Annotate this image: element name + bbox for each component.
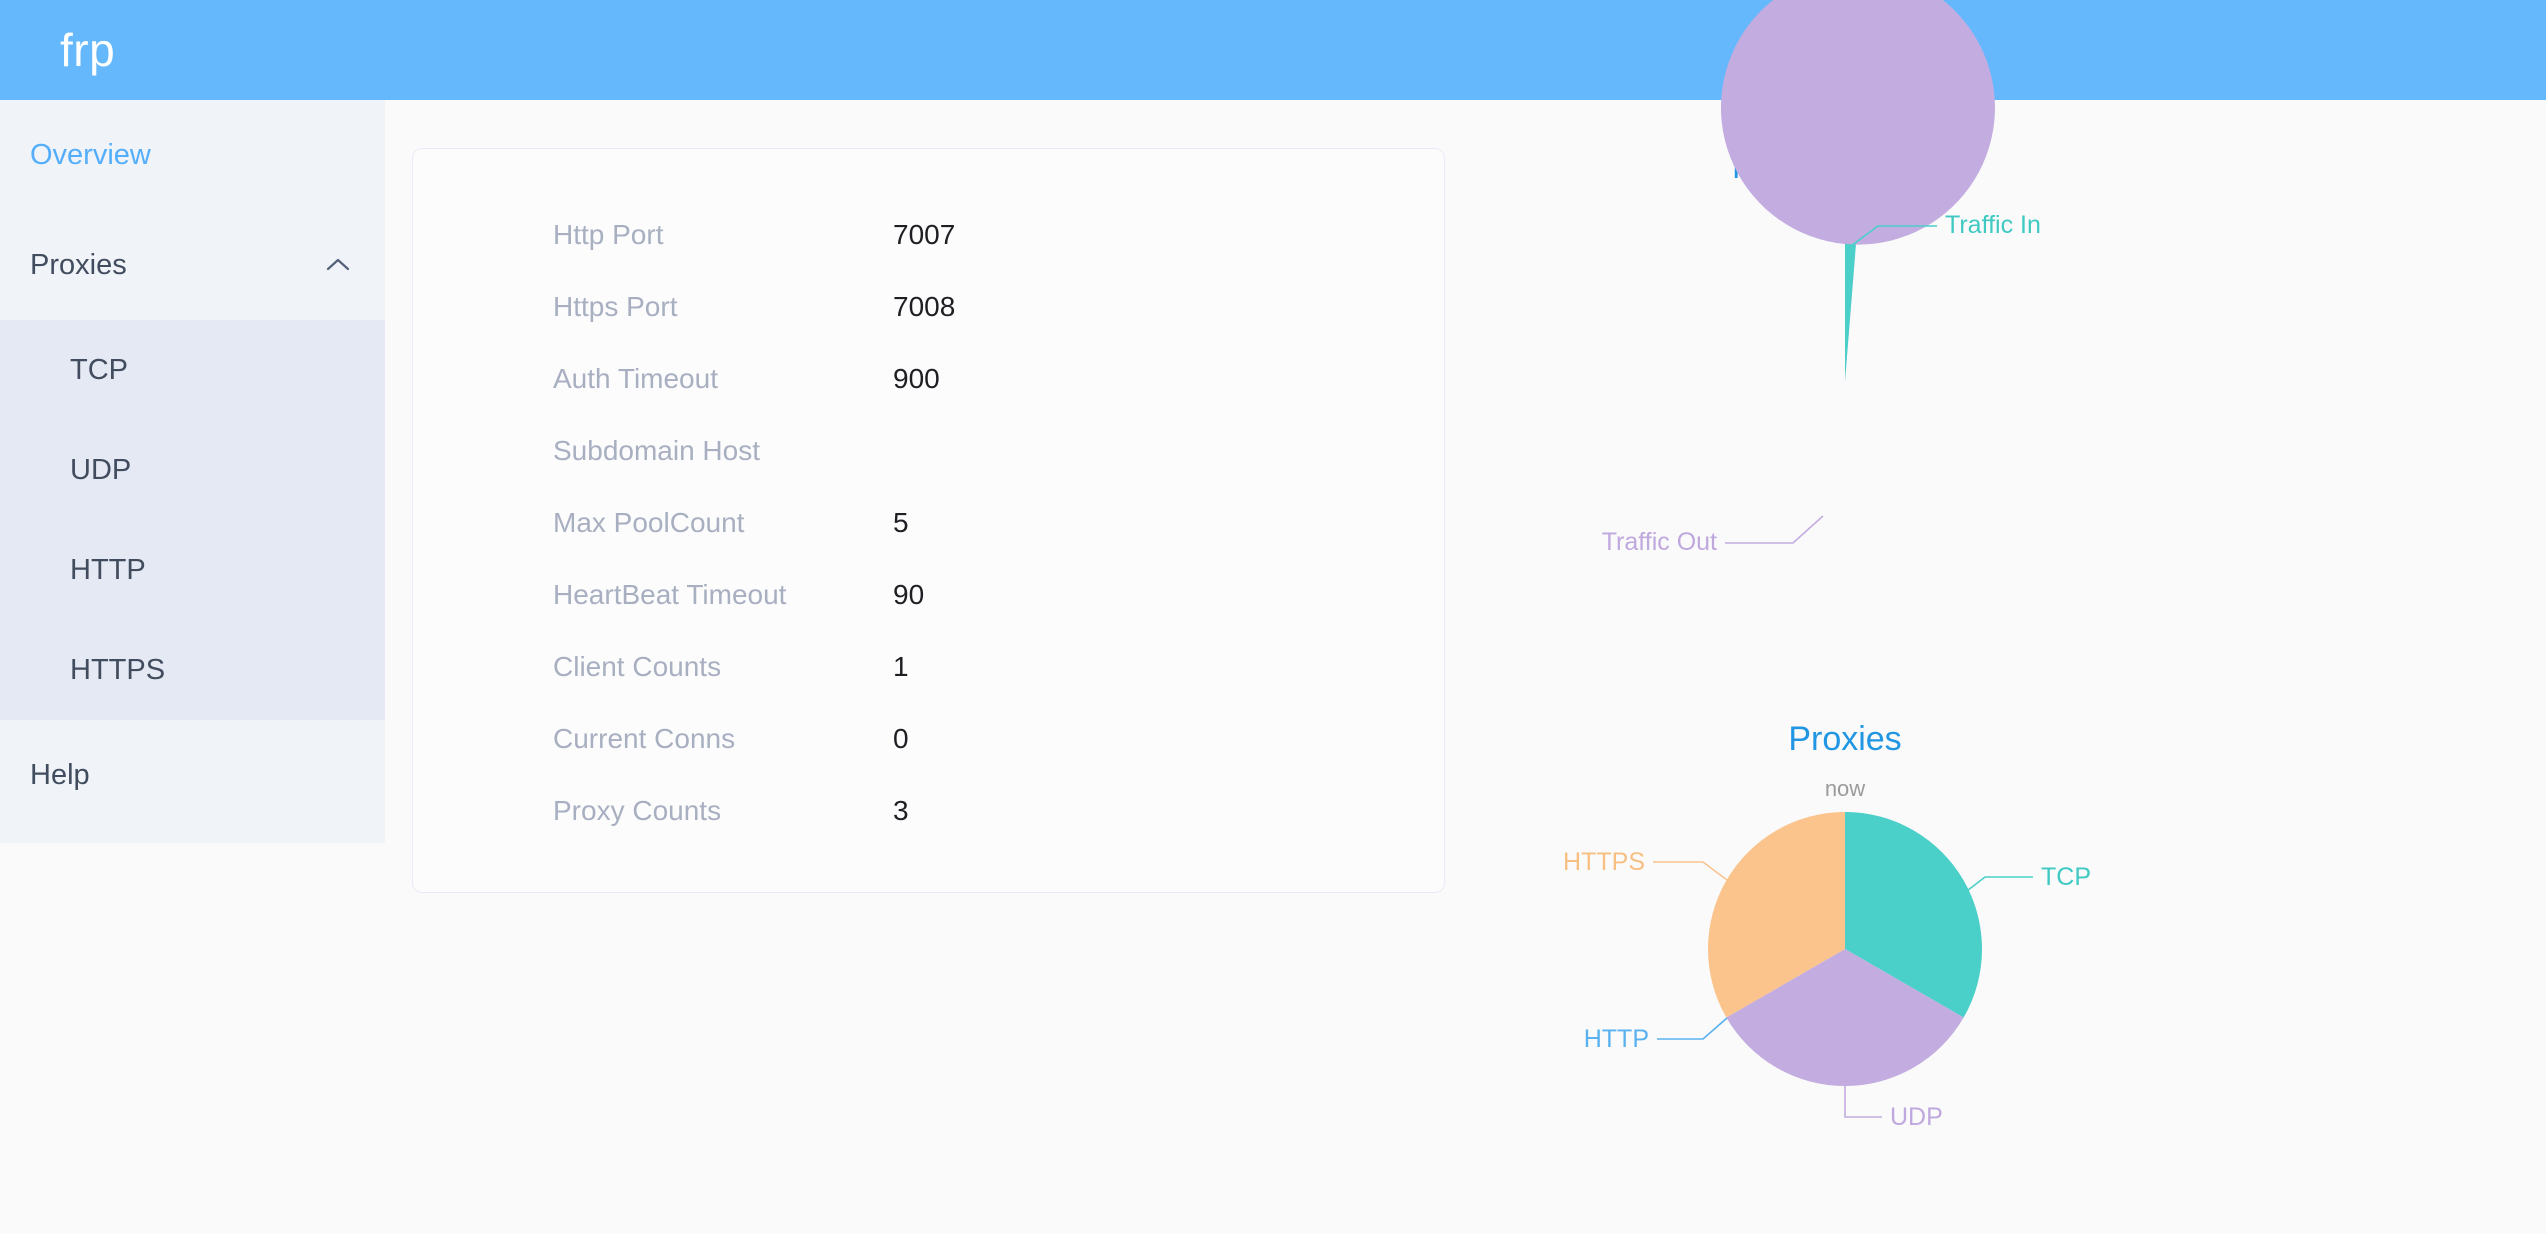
leader-line-https xyxy=(1653,861,1728,881)
sidebar-item-https-label: HTTPS xyxy=(70,653,166,686)
chevron-up-icon xyxy=(321,248,355,282)
row-key: Subdomain Host xyxy=(553,435,761,466)
sidebar-item-overview-label: Overview xyxy=(30,138,151,171)
row-key: HeartBeat Timeout xyxy=(553,579,787,610)
pie-label-tcp: TCP xyxy=(2041,863,2091,891)
row-value: 90 xyxy=(893,579,925,610)
table-row: Proxy Counts 3 xyxy=(413,775,1444,847)
pie-slice-tcp[interactable] xyxy=(1845,812,1983,1018)
sidebar-item-udp-label: UDP xyxy=(70,453,132,486)
row-value: 7008 xyxy=(893,291,956,322)
leader-line-traffic-in xyxy=(1850,225,1937,247)
pie-label-http: HTTP xyxy=(1584,1025,1649,1053)
sidebar-item-http-label: HTTP xyxy=(70,553,146,586)
row-key: Proxy Counts xyxy=(553,795,722,826)
pie-label-udp: UDP xyxy=(1890,1103,1943,1131)
row-value: 1 xyxy=(893,651,909,682)
table-row: Https Port 7008 xyxy=(413,271,1444,343)
sidebar-item-udp[interactable]: UDP xyxy=(0,420,385,520)
table-row: Http Port 7007 xyxy=(413,199,1444,271)
sidebar-item-overview[interactable]: Overview xyxy=(0,100,385,210)
sidebar-item-tcp-label: TCP xyxy=(70,353,128,386)
chart-title-proxies: Proxies xyxy=(1788,720,1902,758)
leader-line-traffic-out xyxy=(1725,515,1824,544)
sidebar-group-proxies-label: Proxies xyxy=(30,248,127,281)
table-row: Auth Timeout 900 xyxy=(413,343,1444,415)
app-header: frp xyxy=(0,0,2546,100)
sidebar-submenu-proxies: TCP UDP HTTP HTTPS xyxy=(0,320,385,720)
proxies-chart: Proxies now TCP UDP HTTP xyxy=(1545,722,2145,1160)
row-value: 0 xyxy=(893,723,909,754)
server-info-card: Http Port 7007 Https Port 7008 Auth Time… xyxy=(412,148,1445,893)
network-traffic-pie: Traffic In Traffic Out xyxy=(1545,0,2145,568)
table-row: Max PoolCount 5 xyxy=(413,487,1444,559)
chart-subtitle-proxies: now xyxy=(1824,776,1866,801)
pie-label-traffic-in: Traffic In xyxy=(1945,211,2041,239)
row-value: 5 xyxy=(893,507,909,538)
table-row: Subdomain Host xyxy=(413,415,1444,487)
sidebar-item-help-label: Help xyxy=(30,758,90,791)
sidebar: Overview Proxies TCP UDP HTTP HTTPS xyxy=(0,100,385,843)
row-key: Current Conns xyxy=(553,723,736,754)
network-traffic-chart: Network Traffic today Traffic In Traffic… xyxy=(1545,0,2145,568)
table-row: Client Counts 1 xyxy=(413,631,1444,703)
row-key: Client Counts xyxy=(553,651,722,682)
sidebar-group-proxies[interactable]: Proxies xyxy=(0,210,385,320)
table-row: HeartBeat Timeout 90 xyxy=(413,559,1444,631)
row-key: Http Port xyxy=(553,219,664,250)
leader-line-http xyxy=(1657,1017,1728,1040)
row-value: 7007 xyxy=(893,219,956,250)
server-info-list: Http Port 7007 Https Port 7008 Auth Time… xyxy=(413,149,1444,847)
row-value: 3 xyxy=(893,795,909,826)
leader-line-udp xyxy=(1844,1086,1882,1118)
sidebar-item-tcp[interactable]: TCP xyxy=(0,320,385,420)
pie-label-https: HTTPS xyxy=(1563,848,1645,876)
sidebar-item-https[interactable]: HTTPS xyxy=(0,620,385,720)
table-row: Current Conns 0 xyxy=(413,703,1444,775)
pie-slice-traffic-in[interactable] xyxy=(1845,244,1856,381)
proxies-pie: TCP UDP HTTP HTTPS xyxy=(1545,800,2145,1160)
sidebar-item-help[interactable]: Help xyxy=(0,720,385,830)
sidebar-item-http[interactable]: HTTP xyxy=(0,520,385,620)
leader-line-tcp xyxy=(1962,876,2033,895)
row-key: Auth Timeout xyxy=(553,363,718,394)
pie-slice-udp[interactable] xyxy=(1726,949,1964,1087)
pie-label-traffic-out: Traffic Out xyxy=(1602,528,1717,556)
pie-slice-https[interactable] xyxy=(1707,812,1845,1018)
row-key: Max PoolCount xyxy=(553,507,745,538)
brand-logo[interactable]: frp xyxy=(60,24,116,76)
pie-slice-traffic-out[interactable] xyxy=(1720,0,1995,381)
row-value: 900 xyxy=(893,363,940,394)
row-key: Https Port xyxy=(553,291,678,322)
